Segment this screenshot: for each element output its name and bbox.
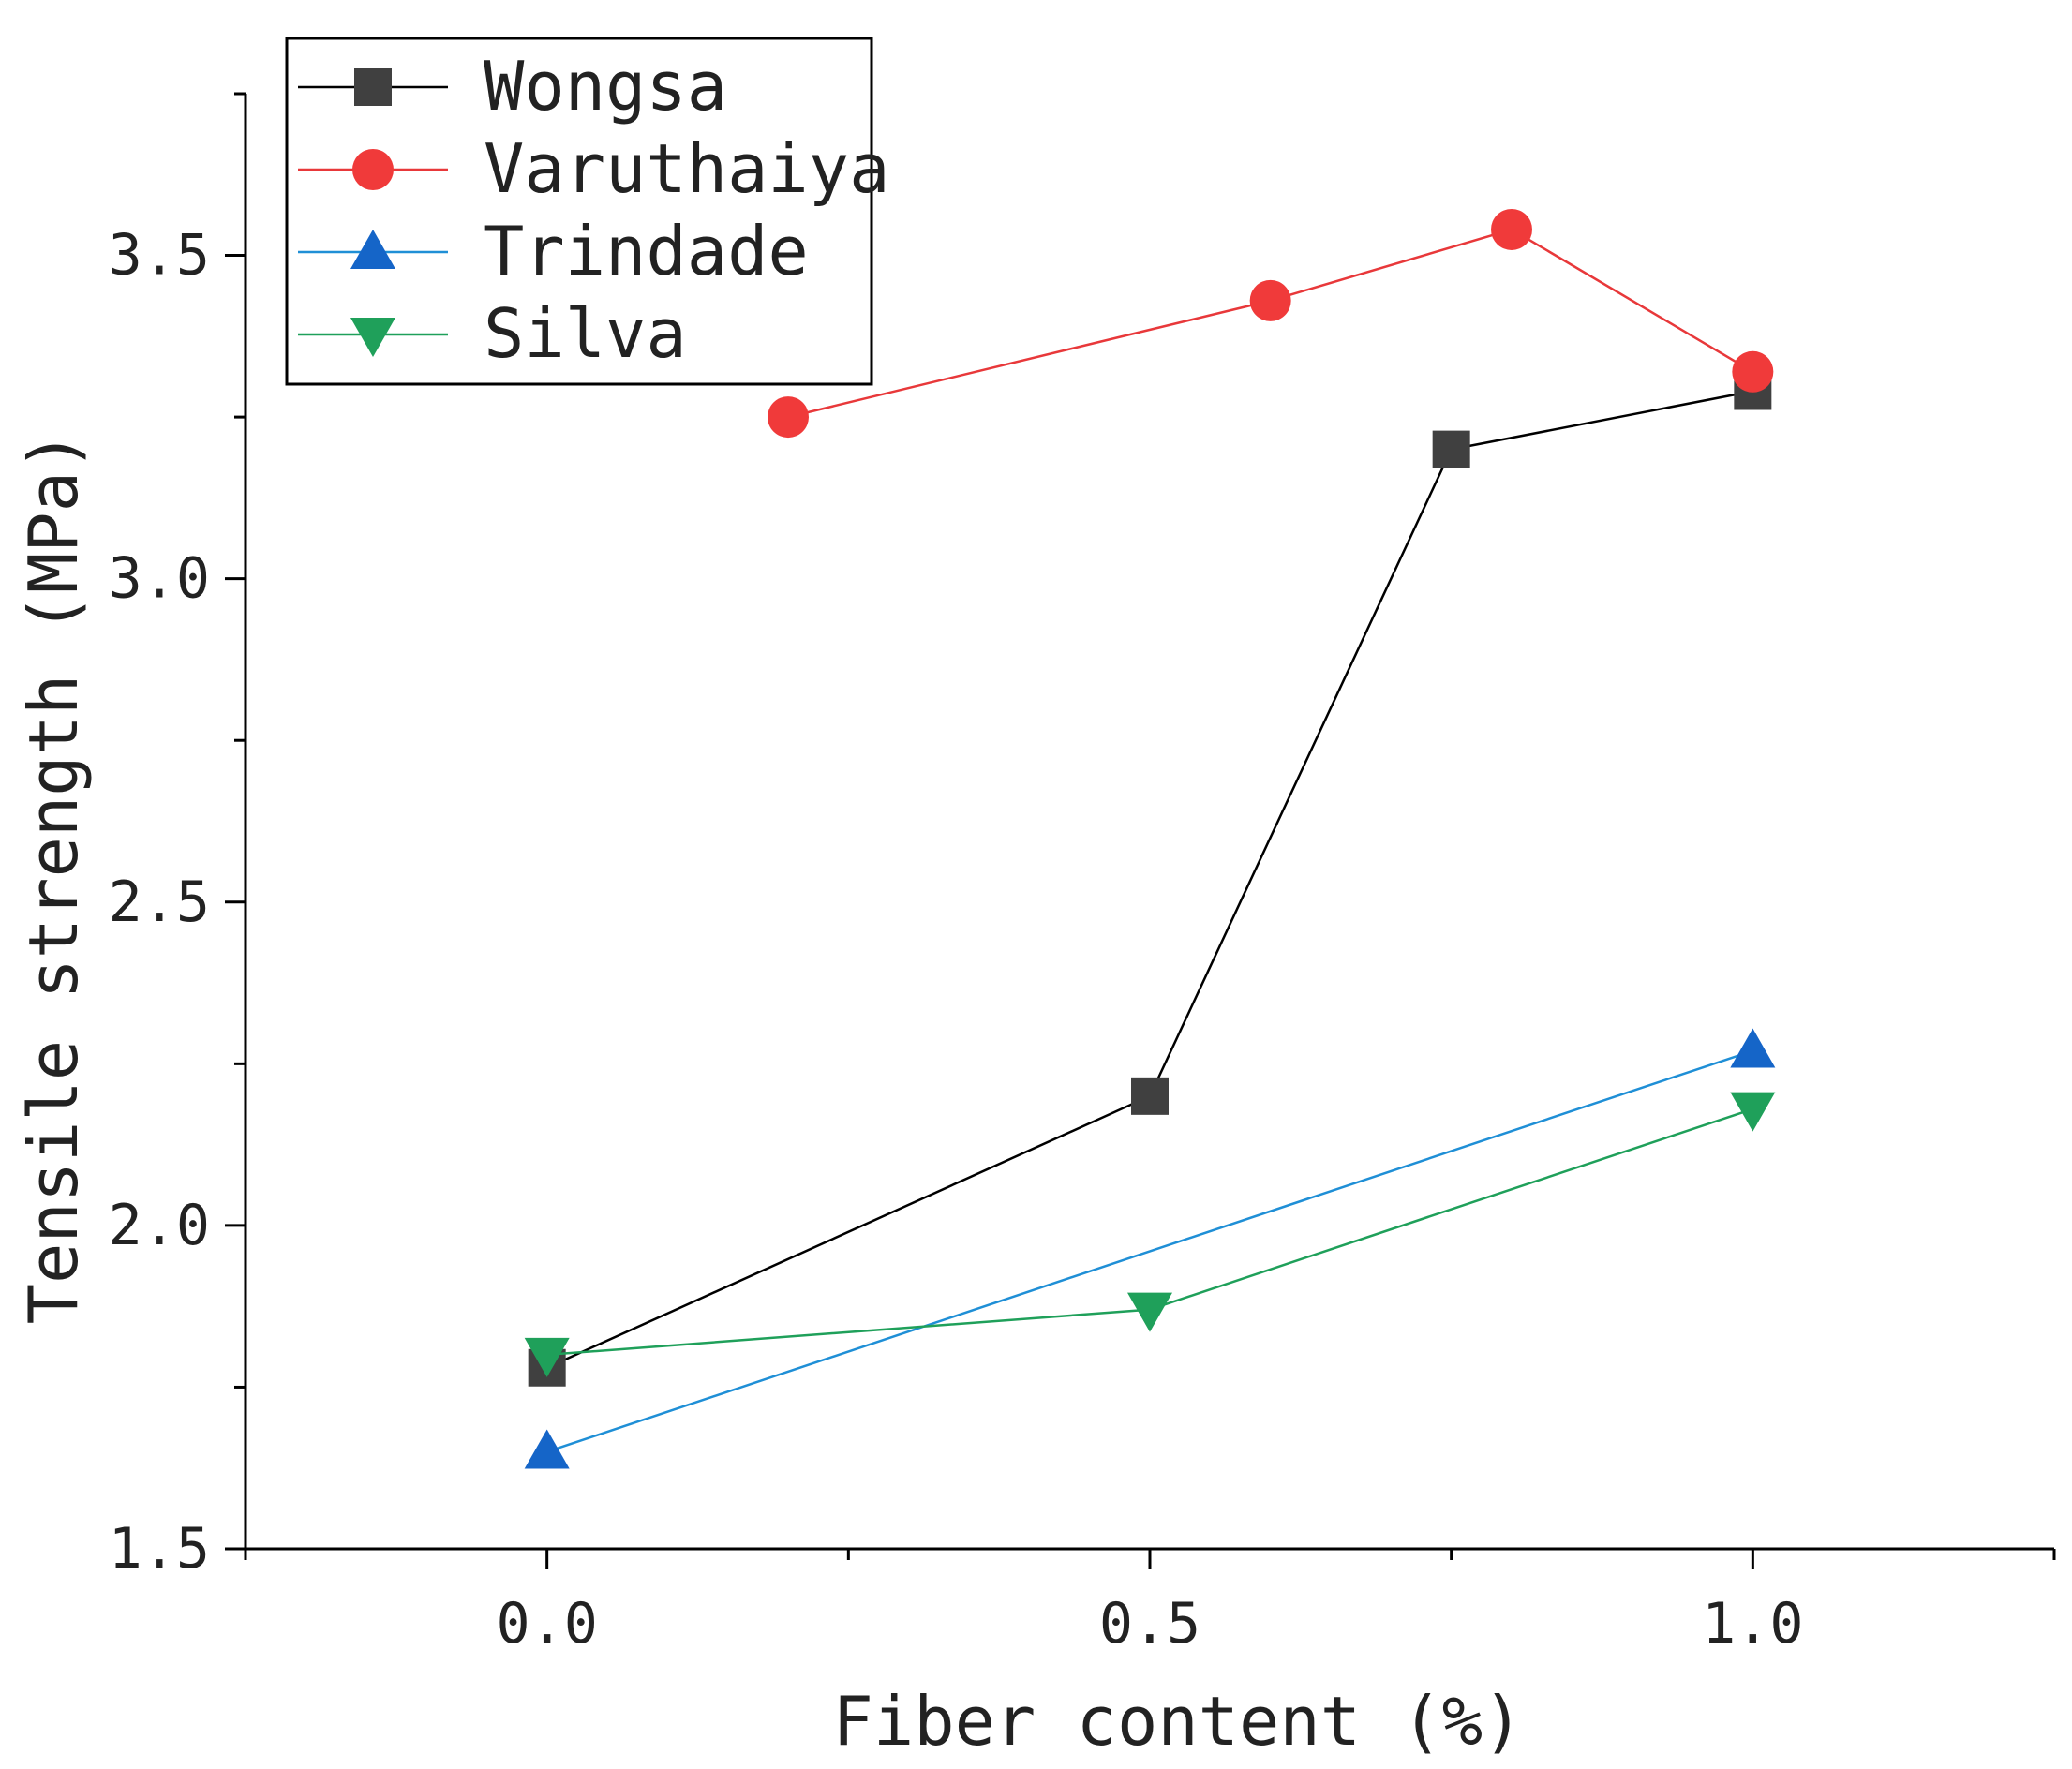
y-tick-label: 1.5: [109, 1516, 210, 1582]
y-axis-title: Tensile strength (MPa): [14, 431, 93, 1325]
data-point-trindade: [524, 1429, 570, 1469]
legend-marker-silva: [350, 318, 395, 357]
legend-marker-trindade: [350, 230, 395, 269]
legend-label-trindade: Trindade: [484, 212, 809, 290]
series-layer: [524, 208, 1776, 1469]
series-varuthaiya: [768, 208, 1774, 439]
data-point-varuthaiya: [1249, 279, 1291, 321]
data-point-wongsa: [1432, 430, 1470, 468]
x-axis-title: Fiber content (%): [833, 1682, 1524, 1761]
data-point-varuthaiya: [768, 396, 809, 439]
data-point-varuthaiya: [1732, 350, 1774, 393]
legend-item-varuthaiya: Varuthaiya: [298, 129, 889, 208]
x-tick-label: 1.0: [1702, 1591, 1803, 1657]
legend-item-wongsa: Wongsa: [298, 47, 727, 126]
series-trindade: [524, 1028, 1776, 1469]
data-point-trindade: [1730, 1028, 1776, 1068]
series-line-trindade: [546, 1049, 1753, 1453]
legend-marker-varuthaiya: [352, 149, 394, 190]
data-point-silva: [1730, 1092, 1776, 1132]
legend-label-varuthaiya: Varuthaiya: [484, 129, 889, 208]
y-tick-label: 3.5: [109, 223, 210, 289]
y-tick-label: 2.0: [109, 1193, 210, 1258]
series-line-varuthaiya: [787, 228, 1753, 419]
y-tick-label: 3.0: [109, 546, 210, 612]
data-point-silva: [1127, 1292, 1172, 1332]
data-point-varuthaiya: [1491, 208, 1532, 250]
series-line-wongsa: [546, 390, 1753, 1369]
legend-label-silva: Silva: [484, 294, 687, 373]
legend-label-wongsa: Wongsa: [484, 47, 727, 126]
legend-item-silva: Silva: [298, 294, 687, 373]
series-silva: [524, 1092, 1776, 1377]
legend-item-trindade: Trindade: [298, 212, 809, 290]
data-point-silva: [524, 1337, 570, 1377]
data-point-wongsa: [1131, 1077, 1169, 1115]
x-tick-label: 0.5: [1099, 1591, 1200, 1657]
y-tick-label: 2.5: [109, 870, 210, 935]
series-wongsa: [528, 372, 1772, 1387]
axes: 0.0 0.5 1.0 1.5 2.0 2.5 3.0 3.5: [109, 92, 2056, 1657]
legend-marker-wongsa: [354, 68, 392, 106]
x-tick-label: 0.0: [496, 1591, 597, 1657]
